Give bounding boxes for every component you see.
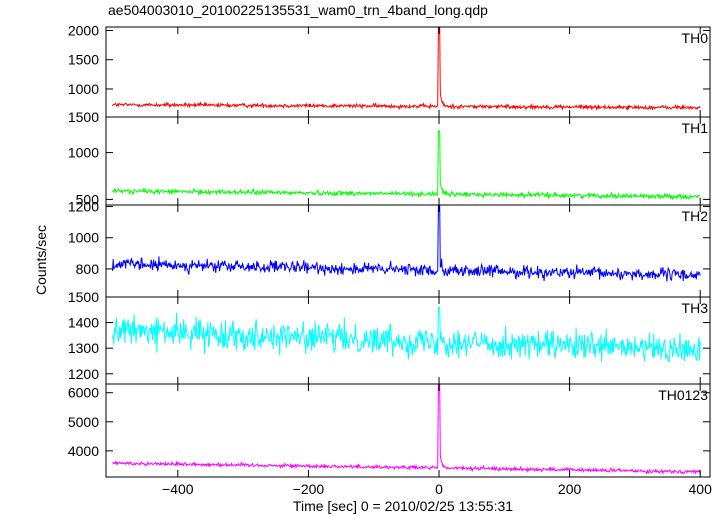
y-tick-label: 1000	[68, 81, 99, 97]
panel-th3: 1200 1300 1400 1500 TH3	[68, 289, 711, 385]
panel-label: TH3	[682, 300, 709, 316]
series-th0	[112, 27, 701, 111]
y-tick-label: 1400	[68, 315, 99, 331]
y-tick-label: 1300	[68, 340, 99, 356]
y-axis-label: Counts/sec	[33, 225, 49, 295]
x-tick-label: 400	[689, 481, 713, 497]
series-th2	[112, 205, 701, 282]
y-tick-label: 1500	[68, 52, 99, 68]
series-th3	[112, 306, 701, 363]
chart-title: ae504003010_20100225135531_wam0_trn_4ban…	[108, 2, 488, 18]
x-tick-label: 200	[558, 481, 582, 497]
y-tick-label: 1200	[68, 199, 99, 215]
y-tick-label: 1000	[68, 145, 99, 161]
panels-group: 1000 1500 2000 1500 TH0 500 1000 TH1 800 1000 1200…	[68, 23, 711, 478]
panel-label: TH2	[682, 208, 709, 224]
panel-frame	[105, 296, 711, 385]
panel-frame	[105, 383, 711, 478]
panel-th1: 500 1000 TH1	[68, 116, 711, 207]
panel-th0123: 4000 5000 6000 TH0123	[68, 383, 711, 478]
y-tick-label: 1500	[68, 109, 99, 125]
series-th0123	[112, 384, 701, 476]
y-tick-label: 500	[76, 191, 100, 207]
panel-frame	[105, 204, 711, 298]
y-tick-label: 800	[76, 261, 100, 277]
y-tick-label: 6000	[68, 385, 99, 401]
x-axis-label: Time [sec] 0 = 2010/02/25 13:55:31	[293, 498, 513, 514]
x-axis: −400 −200 0 200 400	[162, 481, 712, 497]
panel-frame	[105, 26, 711, 118]
x-tick-label: 0	[435, 481, 443, 497]
y-tick-label: 4000	[68, 443, 99, 459]
panel-th0: 1000 1500 2000 1500 TH0	[68, 23, 711, 125]
x-tick-label: −200	[293, 481, 325, 497]
panel-label: TH0123	[658, 387, 708, 403]
panel-th2: 800 1000 1200 TH2	[68, 199, 711, 298]
y-tick-label: 1000	[68, 230, 99, 246]
x-tick-label: −400	[162, 481, 194, 497]
panel-label: TH1	[682, 120, 709, 136]
panel-label: TH0	[682, 30, 709, 46]
series-th1	[112, 130, 701, 201]
y-tick-label: 1200	[68, 366, 99, 382]
y-tick-label: 1500	[68, 289, 99, 305]
y-tick-label: 5000	[68, 414, 99, 430]
y-tick-label: 2000	[68, 23, 99, 39]
